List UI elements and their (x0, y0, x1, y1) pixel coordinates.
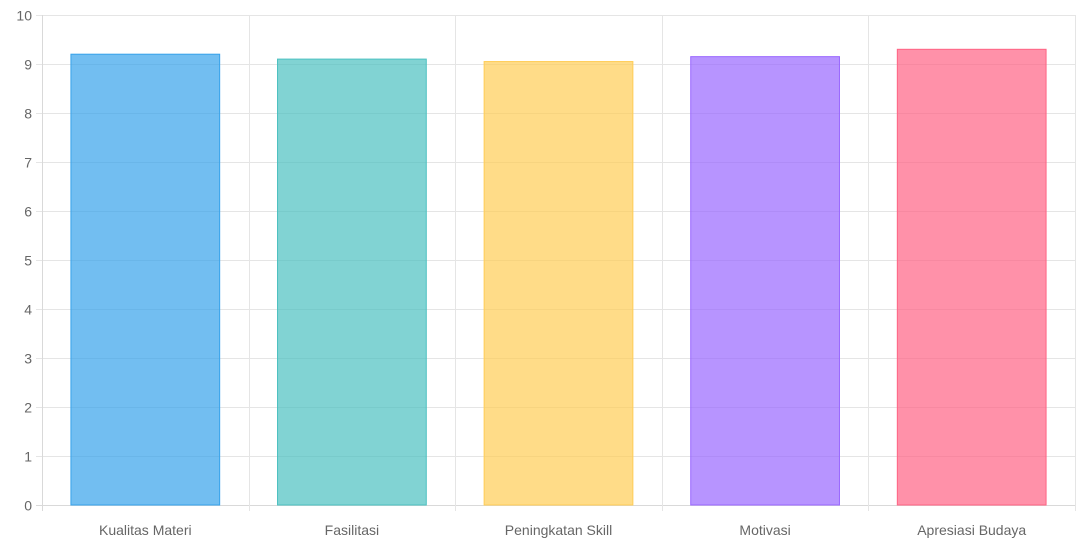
y-tick-label: 8 (24, 106, 32, 122)
y-tick-label: 10 (16, 8, 32, 24)
y-tick-label: 0 (24, 498, 32, 514)
bar (277, 58, 427, 506)
bar (896, 48, 1047, 506)
y-tick-label: 3 (24, 351, 32, 367)
y-tick-label: 4 (24, 302, 32, 318)
bar (70, 53, 221, 506)
y-tick-label: 7 (24, 155, 32, 171)
y-tick-label: 1 (24, 449, 32, 465)
y-tick-label: 6 (24, 204, 32, 220)
bar (483, 61, 634, 506)
x-tick-label: Kualitas Materi (99, 522, 192, 538)
labels-layer: 0 1 2 3 4 5 6 7 8 9 10 Kualitas Materi Fasilitasi Pen… (16, 8, 1026, 539)
bar (690, 56, 840, 506)
y-tick-label: 2 (24, 400, 32, 416)
y-tick-label: 5 (24, 253, 32, 269)
x-tick-label: Apresiasi Budaya (917, 522, 1026, 538)
x-tick-label: Motivasi (739, 522, 790, 538)
x-tick-label: Peningkatan Skill (505, 522, 612, 538)
y-tick-label: 9 (24, 57, 32, 73)
bars-layer (70, 48, 1047, 506)
x-tick-label: Fasilitasi (325, 522, 379, 538)
